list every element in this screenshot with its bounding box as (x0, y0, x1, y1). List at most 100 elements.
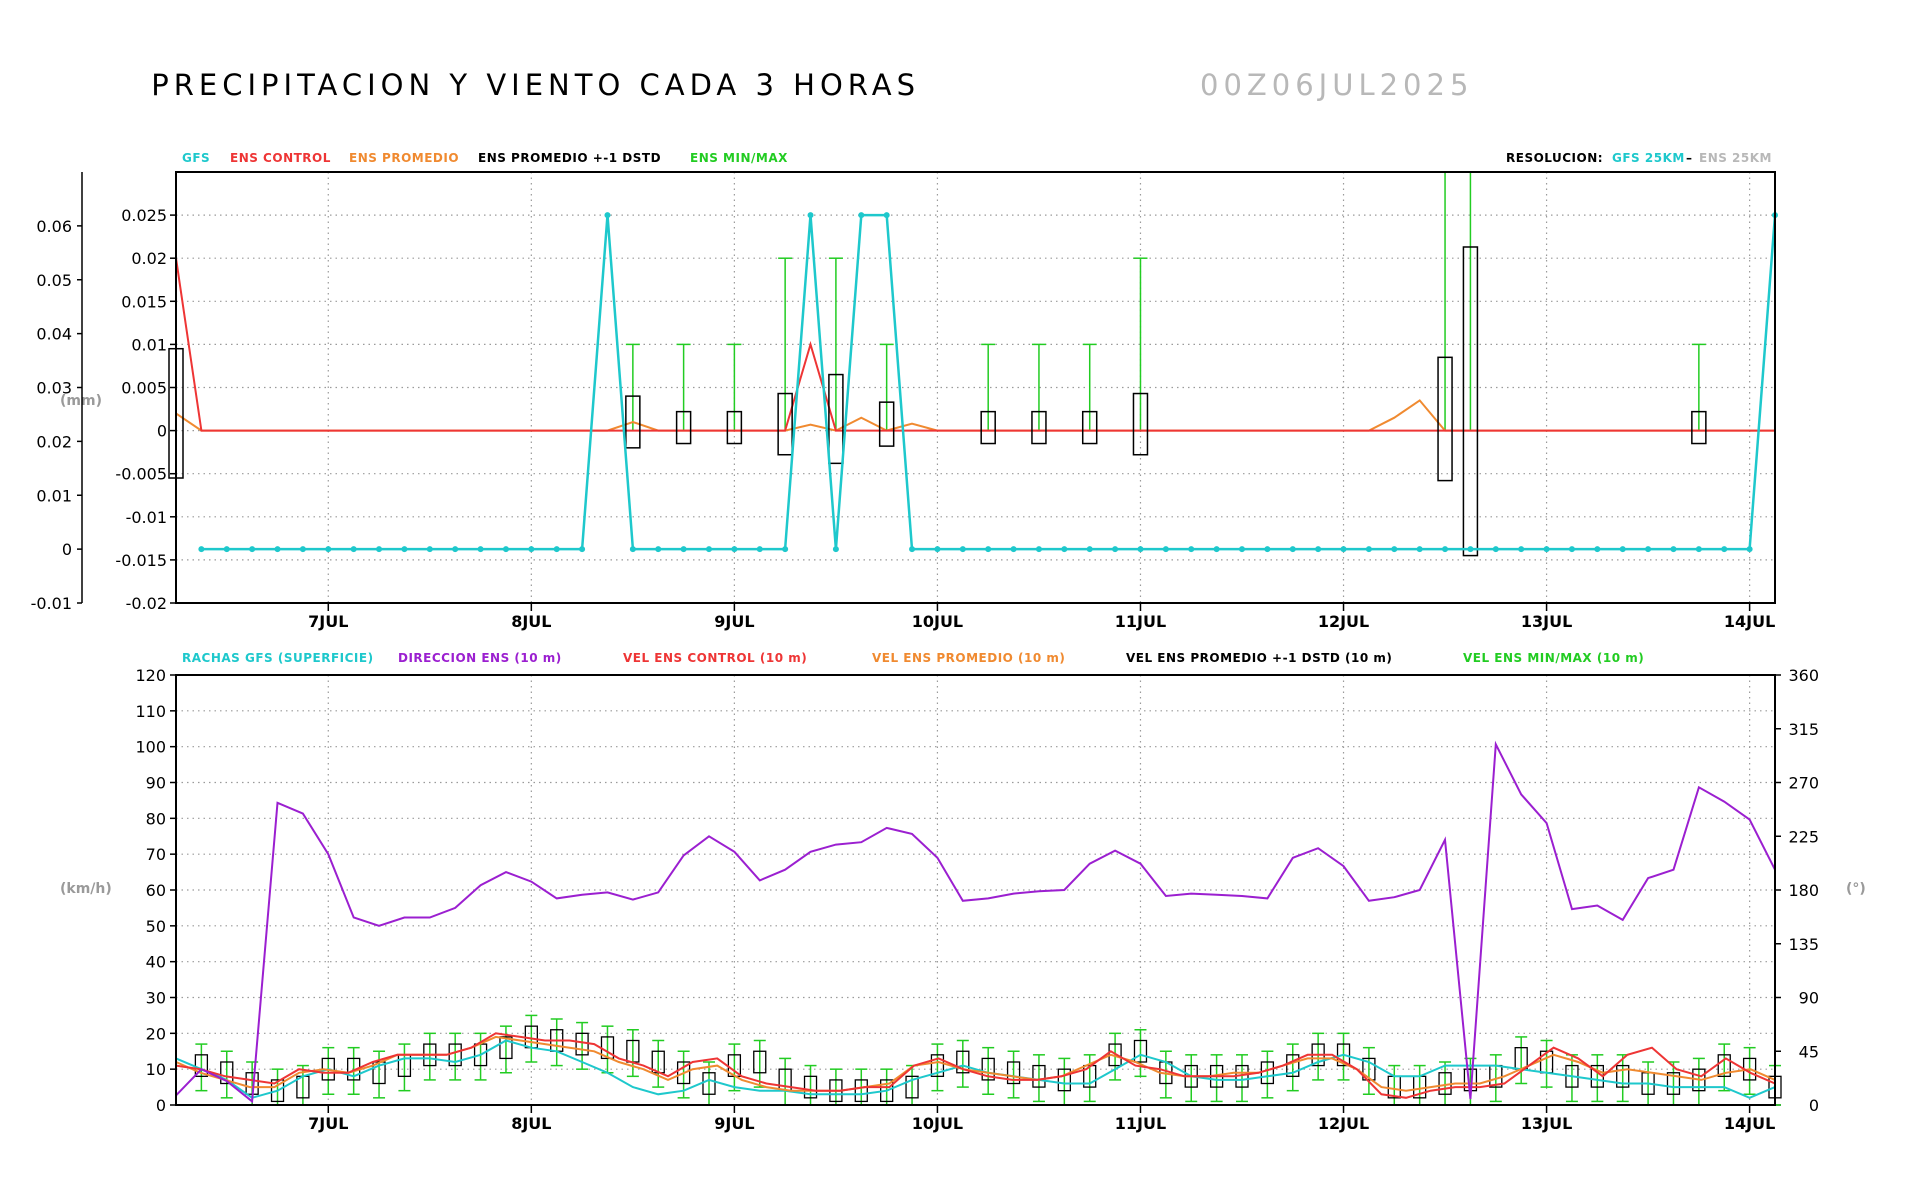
bottom-left-ytick-label: 90 (146, 774, 166, 793)
legend-vel-promedio: VEL ENS PROMEDIO (10 m) (872, 651, 1065, 665)
top-gfs-point (1061, 546, 1068, 553)
top-dstd-box (878, 401, 895, 447)
top-gfs-point (1594, 546, 1601, 553)
top-gfs-point (274, 546, 281, 553)
bottom-dstd-box (1032, 1064, 1046, 1088)
bottom-dstd-box (803, 1075, 818, 1099)
bottom-dstd-box (1006, 1061, 1021, 1085)
top-gfs-point (680, 546, 687, 553)
top-gfs-point (477, 546, 484, 553)
top-gfs-point (325, 546, 332, 553)
top-units: (mm) (60, 393, 102, 409)
bottom-right-ytick-label: 90 (1799, 989, 1819, 1008)
bottom-right-ytick-label: 225 (1788, 827, 1819, 846)
top-gfs-point (629, 546, 636, 553)
top-gfs-point (1315, 546, 1322, 553)
bottom-dstd-box (676, 1061, 691, 1085)
bottom-left-ytick-label: 40 (146, 953, 166, 972)
top-gfs-point (1416, 546, 1423, 553)
top-gfs-point (1543, 546, 1550, 553)
top-gfs-point (579, 546, 586, 553)
top-gfs-point (1340, 546, 1347, 553)
top-gfs-point (376, 546, 383, 553)
bottom-dstd-box (220, 1061, 234, 1085)
legend-ens-control: ENS CONTROL (230, 151, 331, 165)
bottom-right-ytick-label: 0 (1809, 1096, 1819, 1115)
bottom-dstd-box (1666, 1072, 1681, 1095)
top-gfs-point (1670, 546, 1677, 553)
top-inner-ytick-label: -0.02 (126, 594, 167, 613)
bottom-left-ytick-label: 100 (135, 738, 166, 757)
legend-direccion: DIRECCION ENS (10 m) (398, 651, 562, 665)
bottom-series-vel-control (175, 1032, 1776, 1099)
top-gfs-point (1162, 546, 1169, 553)
top-legend: GFS ENS CONTROL ENS PROMEDIO ENS PROMEDI… (182, 151, 1772, 165)
resolution-ens: ENS 25KM (1699, 151, 1772, 165)
bottom-left-ytick-label: 50 (146, 917, 166, 936)
top-outer-ytick-label: 0.03 (36, 379, 72, 398)
run-date: 00Z06JUL2025 (1200, 68, 1473, 102)
top-gfs-point (1137, 546, 1144, 553)
bottom-dstd-box (270, 1079, 285, 1103)
bottom-units-right: (°) (1846, 881, 1866, 897)
top-inner-ytick-label: 0 (157, 422, 167, 441)
top-gfs-point (934, 546, 941, 553)
bottom-left-ytick-label: 10 (146, 1060, 166, 1079)
top-gfs-point (1391, 546, 1398, 553)
bottom-dstd-box (1616, 1064, 1630, 1088)
top-series-ens-promedio (175, 399, 1775, 432)
top-gfs-point (528, 546, 535, 553)
top-gfs-point (502, 546, 509, 553)
top-gfs-point (756, 546, 763, 553)
bottom-series-vel-promedio (175, 1035, 1776, 1092)
bottom-xtick-label: 14JUL (1724, 1114, 1775, 1133)
bottom-dstd-box (956, 1050, 970, 1074)
top-inner-ytick-label: 0.025 (121, 206, 167, 225)
top-gfs-point (1112, 546, 1119, 553)
top-gfs-point (1619, 546, 1626, 553)
top-outer-ytick-label: -0.01 (31, 594, 72, 613)
top-gfs-point (223, 546, 230, 553)
bottom-left-ytick-label: 20 (146, 1024, 166, 1043)
bottom-dstd-box (1057, 1068, 1071, 1092)
resolution-label: RESOLUCION: (1506, 151, 1603, 165)
top-xtick-label: 13JUL (1521, 612, 1572, 631)
legend-vel-dstd: VEL ENS PROMEDIO +-1 DSTD (10 m) (1126, 651, 1392, 665)
top-dstd-box (1031, 410, 1047, 445)
bottom-dstd-box (1286, 1054, 1300, 1077)
top-gfs-point (198, 546, 205, 553)
bottom-dstd-box (1717, 1054, 1731, 1077)
bottom-units-left: (km/h) (60, 881, 112, 897)
top-dstd-box (625, 395, 641, 449)
top-gfs-point (807, 212, 814, 219)
bottom-dstd-box (930, 1054, 945, 1077)
top-gfs-point (452, 546, 459, 553)
top-gfs-point (883, 212, 890, 219)
bottom-dstd-box (1133, 1039, 1148, 1063)
top-gfs-point (1239, 546, 1245, 553)
top-outer-ytick-label: 0.06 (36, 217, 72, 236)
top-inner-ytick-label: -0.005 (115, 465, 167, 484)
top-dstd-box (1132, 392, 1149, 456)
top-gfs-point (299, 546, 306, 553)
top-inner-ytick-label: -0.015 (115, 551, 167, 570)
bottom-dstd-box (981, 1057, 995, 1081)
top-gfs-point (959, 546, 966, 553)
top-dstd-box (777, 392, 793, 456)
top-gfs-point (1213, 546, 1220, 553)
bottom-xtick-label: 13JUL (1521, 1114, 1572, 1133)
bottom-right-ytick-label: 315 (1788, 720, 1819, 739)
legend-gfs: GFS (182, 151, 210, 165)
top-xtick-label: 10JUL (912, 612, 963, 631)
top-gfs-point (1010, 546, 1017, 553)
top-gfs-point (1746, 546, 1753, 553)
legend-ens-minmax: ENS MIN/MAX (690, 151, 788, 165)
top-xtick-label: 7JUL (308, 612, 348, 631)
legend-ens-dstd: ENS PROMEDIO +-1 DSTD (478, 151, 661, 165)
top-gfs-point (1188, 546, 1195, 553)
bottom-xtick-label: 8JUL (511, 1114, 551, 1133)
top-dstd-box (726, 410, 743, 445)
bottom-xtick-label: 9JUL (714, 1114, 754, 1133)
top-gfs-point (1365, 546, 1372, 553)
bottom-dstd-box (499, 1036, 513, 1060)
